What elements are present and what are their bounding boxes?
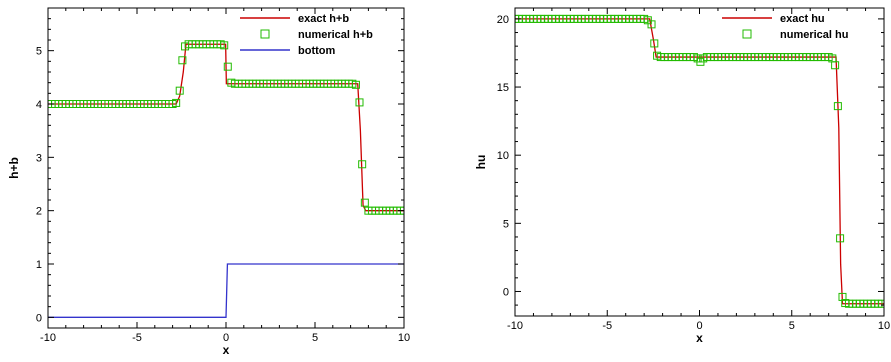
data-point — [172, 98, 181, 107]
data-point — [647, 20, 656, 29]
y-tick-label: 4 — [36, 99, 42, 111]
x-tick-label: -10 — [507, 320, 523, 332]
x-axis-label: x — [696, 331, 703, 345]
y-tick-label: 0 — [36, 312, 42, 324]
data-point — [878, 299, 884, 308]
legend-label: numerical hu — [780, 29, 848, 41]
data-point — [831, 61, 840, 70]
x-tick-label: 5 — [789, 320, 795, 332]
data-point — [358, 160, 367, 169]
x-tick-label: 10 — [398, 332, 410, 344]
legend-label: numerical h+b — [298, 29, 373, 41]
y-tick-label: 0 — [503, 286, 509, 298]
y-tick-label: 15 — [497, 82, 509, 94]
data-point — [360, 198, 369, 207]
x-tick-label: 0 — [696, 320, 702, 332]
data-point — [838, 292, 847, 301]
data-point — [355, 98, 364, 107]
x-tick-label: 5 — [312, 332, 318, 344]
y-tick-label: 2 — [36, 206, 42, 218]
legend-label: exact h+b — [298, 13, 349, 25]
y-tick-label: 5 — [503, 218, 509, 230]
x-tick-label: -10 — [40, 332, 56, 344]
x-tick-label: -5 — [602, 320, 612, 332]
x-tick-label: 0 — [223, 332, 229, 344]
data-point — [836, 234, 845, 243]
series-line-exact-h-b — [48, 43, 404, 212]
y-axis-label: h+b — [7, 157, 21, 179]
data-point — [833, 102, 842, 111]
panel-momentum-plot: -10 -5 0 5 10 0 5 10 15 20 x hu exact hu numerical hu — [474, 7, 890, 345]
y-tick-label: 3 — [36, 152, 42, 164]
y-tick-label: 1 — [36, 259, 42, 271]
legend-swatch — [260, 29, 270, 39]
data-point — [175, 86, 184, 95]
x-axis-label: x — [223, 343, 230, 357]
y-tick-label: 10 — [497, 150, 509, 162]
legend-label: bottom — [298, 45, 335, 57]
data-point — [351, 80, 360, 89]
data-point — [178, 56, 187, 65]
x-tick-label: -5 — [132, 332, 142, 344]
plot-area — [515, 14, 884, 308]
legend-label: exact hu — [780, 13, 825, 25]
plot-area — [48, 40, 404, 318]
y-tick-label: 20 — [497, 14, 509, 26]
x-tick-label: 10 — [878, 320, 890, 332]
y-axis-label: hu — [474, 155, 488, 170]
panel-height-plot: -10 -5 0 5 10 0 1 2 3 4 5 x h+b exact h+b numerical h+… — [7, 7, 410, 357]
series-line-bottom — [48, 263, 404, 318]
data-point — [220, 41, 229, 50]
data-point — [650, 39, 659, 48]
y-tick-label: 5 — [36, 46, 42, 58]
legend-swatch — [742, 29, 752, 39]
data-point — [223, 62, 232, 71]
